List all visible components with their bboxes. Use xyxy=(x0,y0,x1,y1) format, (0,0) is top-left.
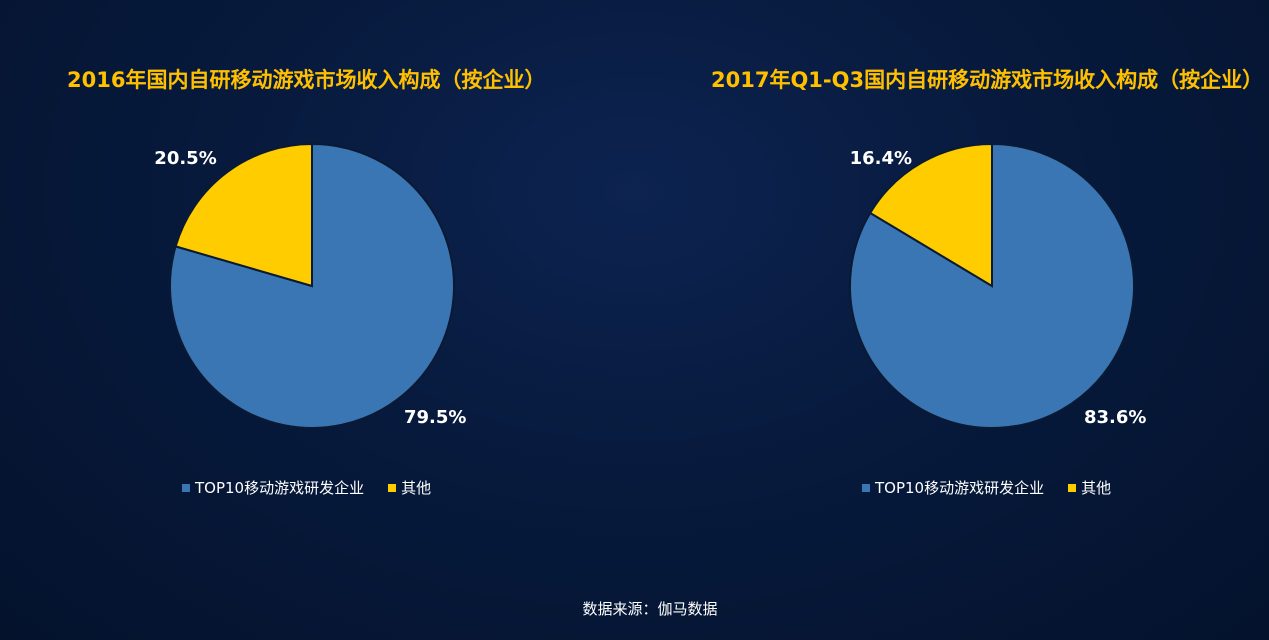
slice-other xyxy=(174,142,313,288)
data-label-slice-top10: 83.6% xyxy=(1084,407,1146,428)
pie-chart-2017: 83.6% 16.4% xyxy=(849,142,1146,429)
legend-item-other: 其他 xyxy=(388,477,431,498)
legend-item-top10: TOP10移动游戏研发企业 xyxy=(862,477,1044,498)
pie-chart-2016: 79.5% 20.5% xyxy=(154,142,466,429)
legend-2017: TOP10移动游戏研发企业 其他 xyxy=(862,477,1135,498)
slice-top10 xyxy=(169,142,455,429)
legend-swatch-other xyxy=(388,483,397,492)
slice-top10 xyxy=(849,142,1135,429)
chart-title-2016: 2016年国内自研移动游戏市场收入构成（按企业） xyxy=(67,68,546,92)
legend-swatch-top10 xyxy=(862,483,870,492)
legend-swatch-top10 xyxy=(182,483,190,492)
data-source: 数据来源：伽马数据 xyxy=(582,600,718,618)
legend-label-top10: TOP10移动游戏研发企业 xyxy=(195,479,365,497)
legend-label-other: 其他 xyxy=(401,479,432,497)
legend-item-top10: TOP10移动游戏研发企业 xyxy=(182,477,364,498)
data-label-slice-other: 16.4% xyxy=(850,148,912,169)
legend-2016: TOP10移动游戏研发企业 其他 xyxy=(182,477,455,498)
legend-swatch-other xyxy=(1068,483,1077,492)
chart-title-2017: 2017年Q1-Q3国内自研移动游戏市场收入构成（按企业） xyxy=(711,68,1264,92)
data-label-slice-other: 20.5% xyxy=(154,148,216,169)
slice-other xyxy=(868,142,993,288)
legend-label-other: 其他 xyxy=(1081,479,1112,497)
data-label-slice-top10: 79.5% xyxy=(404,407,466,428)
legend-item-other: 其他 xyxy=(1068,477,1111,498)
legend-label-top10: TOP10移动游戏研发企业 xyxy=(875,479,1045,497)
